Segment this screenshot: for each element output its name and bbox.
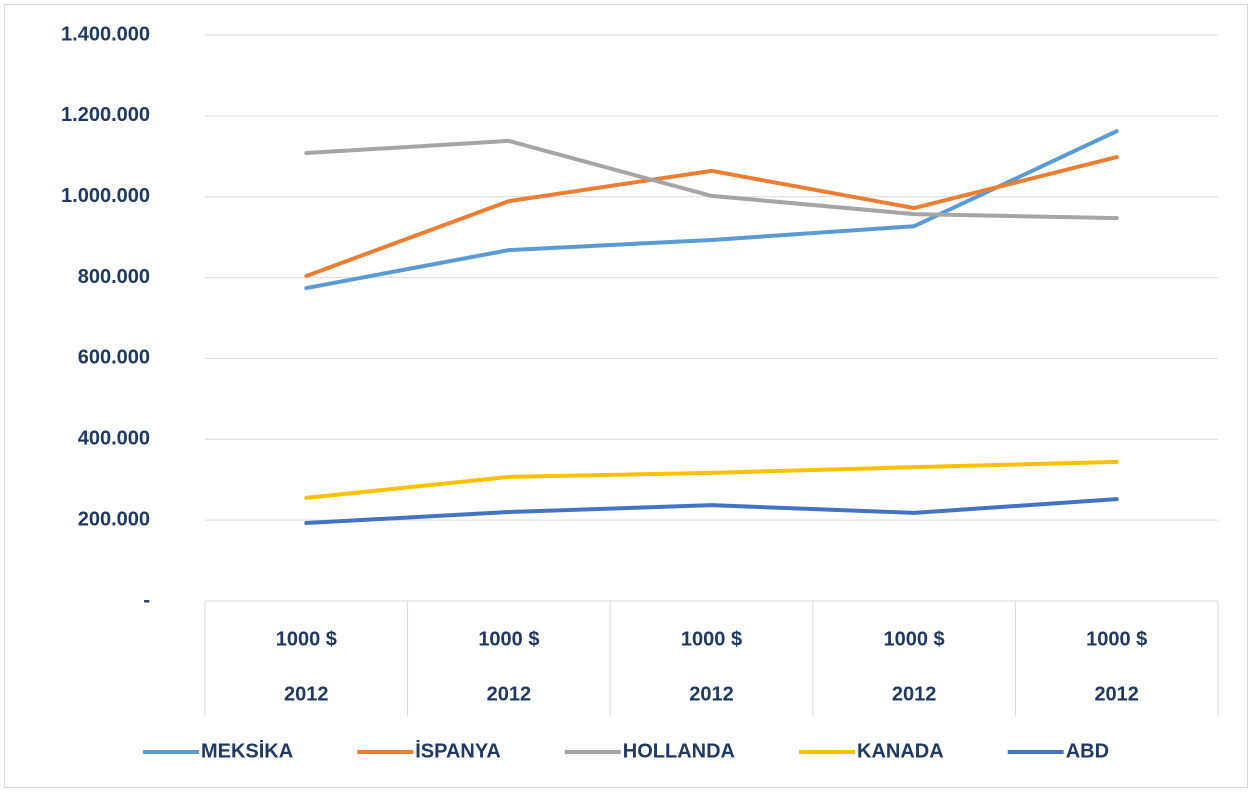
y-tick-label: 1.400.000 xyxy=(61,23,150,45)
legend-label: KANADA xyxy=(857,740,944,762)
y-tick-label: 400.000 xyxy=(78,428,150,450)
x-tick-label: 2012 xyxy=(689,683,734,705)
x-tick-label: 2012 xyxy=(1094,683,1139,705)
x-tick-label: 1000 $ xyxy=(681,628,742,650)
series-line xyxy=(304,155,1119,278)
legend-label: HOLLANDA xyxy=(623,740,735,762)
legend-label: MEKSİKA xyxy=(201,739,293,762)
legend-label: İSPANYA xyxy=(415,739,501,762)
series-line xyxy=(304,129,1119,291)
y-tick-label: 1.200.000 xyxy=(61,104,150,126)
series-line xyxy=(304,459,1119,500)
y-tick-label: 600.000 xyxy=(78,347,150,369)
chart-border xyxy=(4,4,1248,788)
x-tick-label: 2012 xyxy=(487,683,532,705)
series-line xyxy=(304,138,1119,221)
x-tick-label: 1000 $ xyxy=(276,628,337,650)
x-tick-label: 1000 $ xyxy=(1086,628,1147,650)
y-tick-label: 200.000 xyxy=(78,508,150,530)
x-tick-label: 2012 xyxy=(892,683,937,705)
legend-label: ABD xyxy=(1066,740,1109,762)
x-tick-label: 1000 $ xyxy=(884,628,945,650)
y-tick-label: - xyxy=(143,589,150,611)
series-line xyxy=(304,497,1119,525)
x-tick-label: 2012 xyxy=(284,683,329,705)
x-tick-label: 1000 $ xyxy=(478,628,539,650)
y-tick-label: 1.000.000 xyxy=(61,185,150,207)
y-tick-label: 800.000 xyxy=(78,266,150,288)
